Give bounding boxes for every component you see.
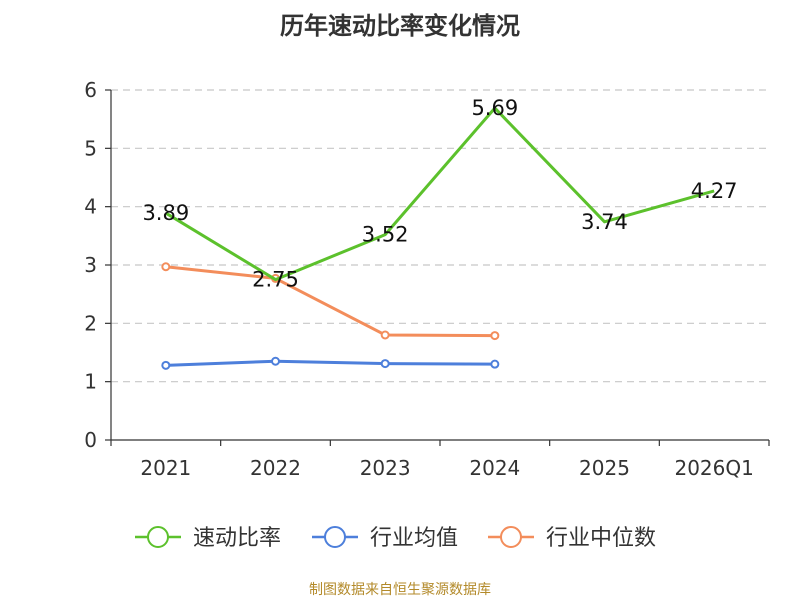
data-label: 4.27	[691, 179, 738, 203]
x-tick-label: 2026Q1	[674, 456, 753, 480]
data-point	[271, 356, 280, 366]
legend-label: 行业均值	[370, 526, 458, 551]
y-tick-label: 1	[84, 370, 97, 394]
series-line	[165, 106, 715, 282]
legend-label: 行业中位数	[546, 526, 656, 551]
x-tick-label: 2023	[360, 456, 411, 480]
series-line	[165, 359, 495, 367]
series-line	[165, 265, 495, 338]
data-label: 3.74	[581, 210, 628, 234]
y-tick-label: 6	[84, 78, 97, 102]
y-tick-label: 5	[84, 136, 97, 160]
data-point	[490, 359, 500, 369]
data-label: 2.75	[252, 268, 299, 292]
legend-marker	[147, 526, 169, 548]
y-tick-label: 2	[84, 311, 97, 335]
legend-marker	[324, 526, 346, 548]
legend-label: 速动比率	[193, 526, 281, 551]
data-label: 3.89	[142, 201, 189, 225]
data-point	[161, 360, 171, 370]
data-label: 3.52	[362, 223, 409, 247]
y-tick-label: 3	[84, 253, 97, 277]
source-note: 制图数据来自恒生聚源数据库	[309, 582, 491, 598]
data-point	[380, 359, 390, 369]
x-tick-label: 2021	[140, 456, 191, 480]
y-tick-label: 0	[84, 428, 97, 452]
x-tick-label: 2025	[579, 456, 630, 480]
y-tick-label: 4	[84, 195, 97, 219]
legend-marker	[500, 526, 522, 548]
data-point	[490, 331, 500, 341]
x-tick-label: 2024	[469, 456, 520, 480]
x-tick-label: 2022	[250, 456, 301, 480]
data-point	[380, 330, 390, 340]
data-point	[161, 262, 171, 272]
chart-title: 历年速动比率变化情况	[280, 12, 520, 40]
data-label: 5.69	[471, 96, 518, 120]
